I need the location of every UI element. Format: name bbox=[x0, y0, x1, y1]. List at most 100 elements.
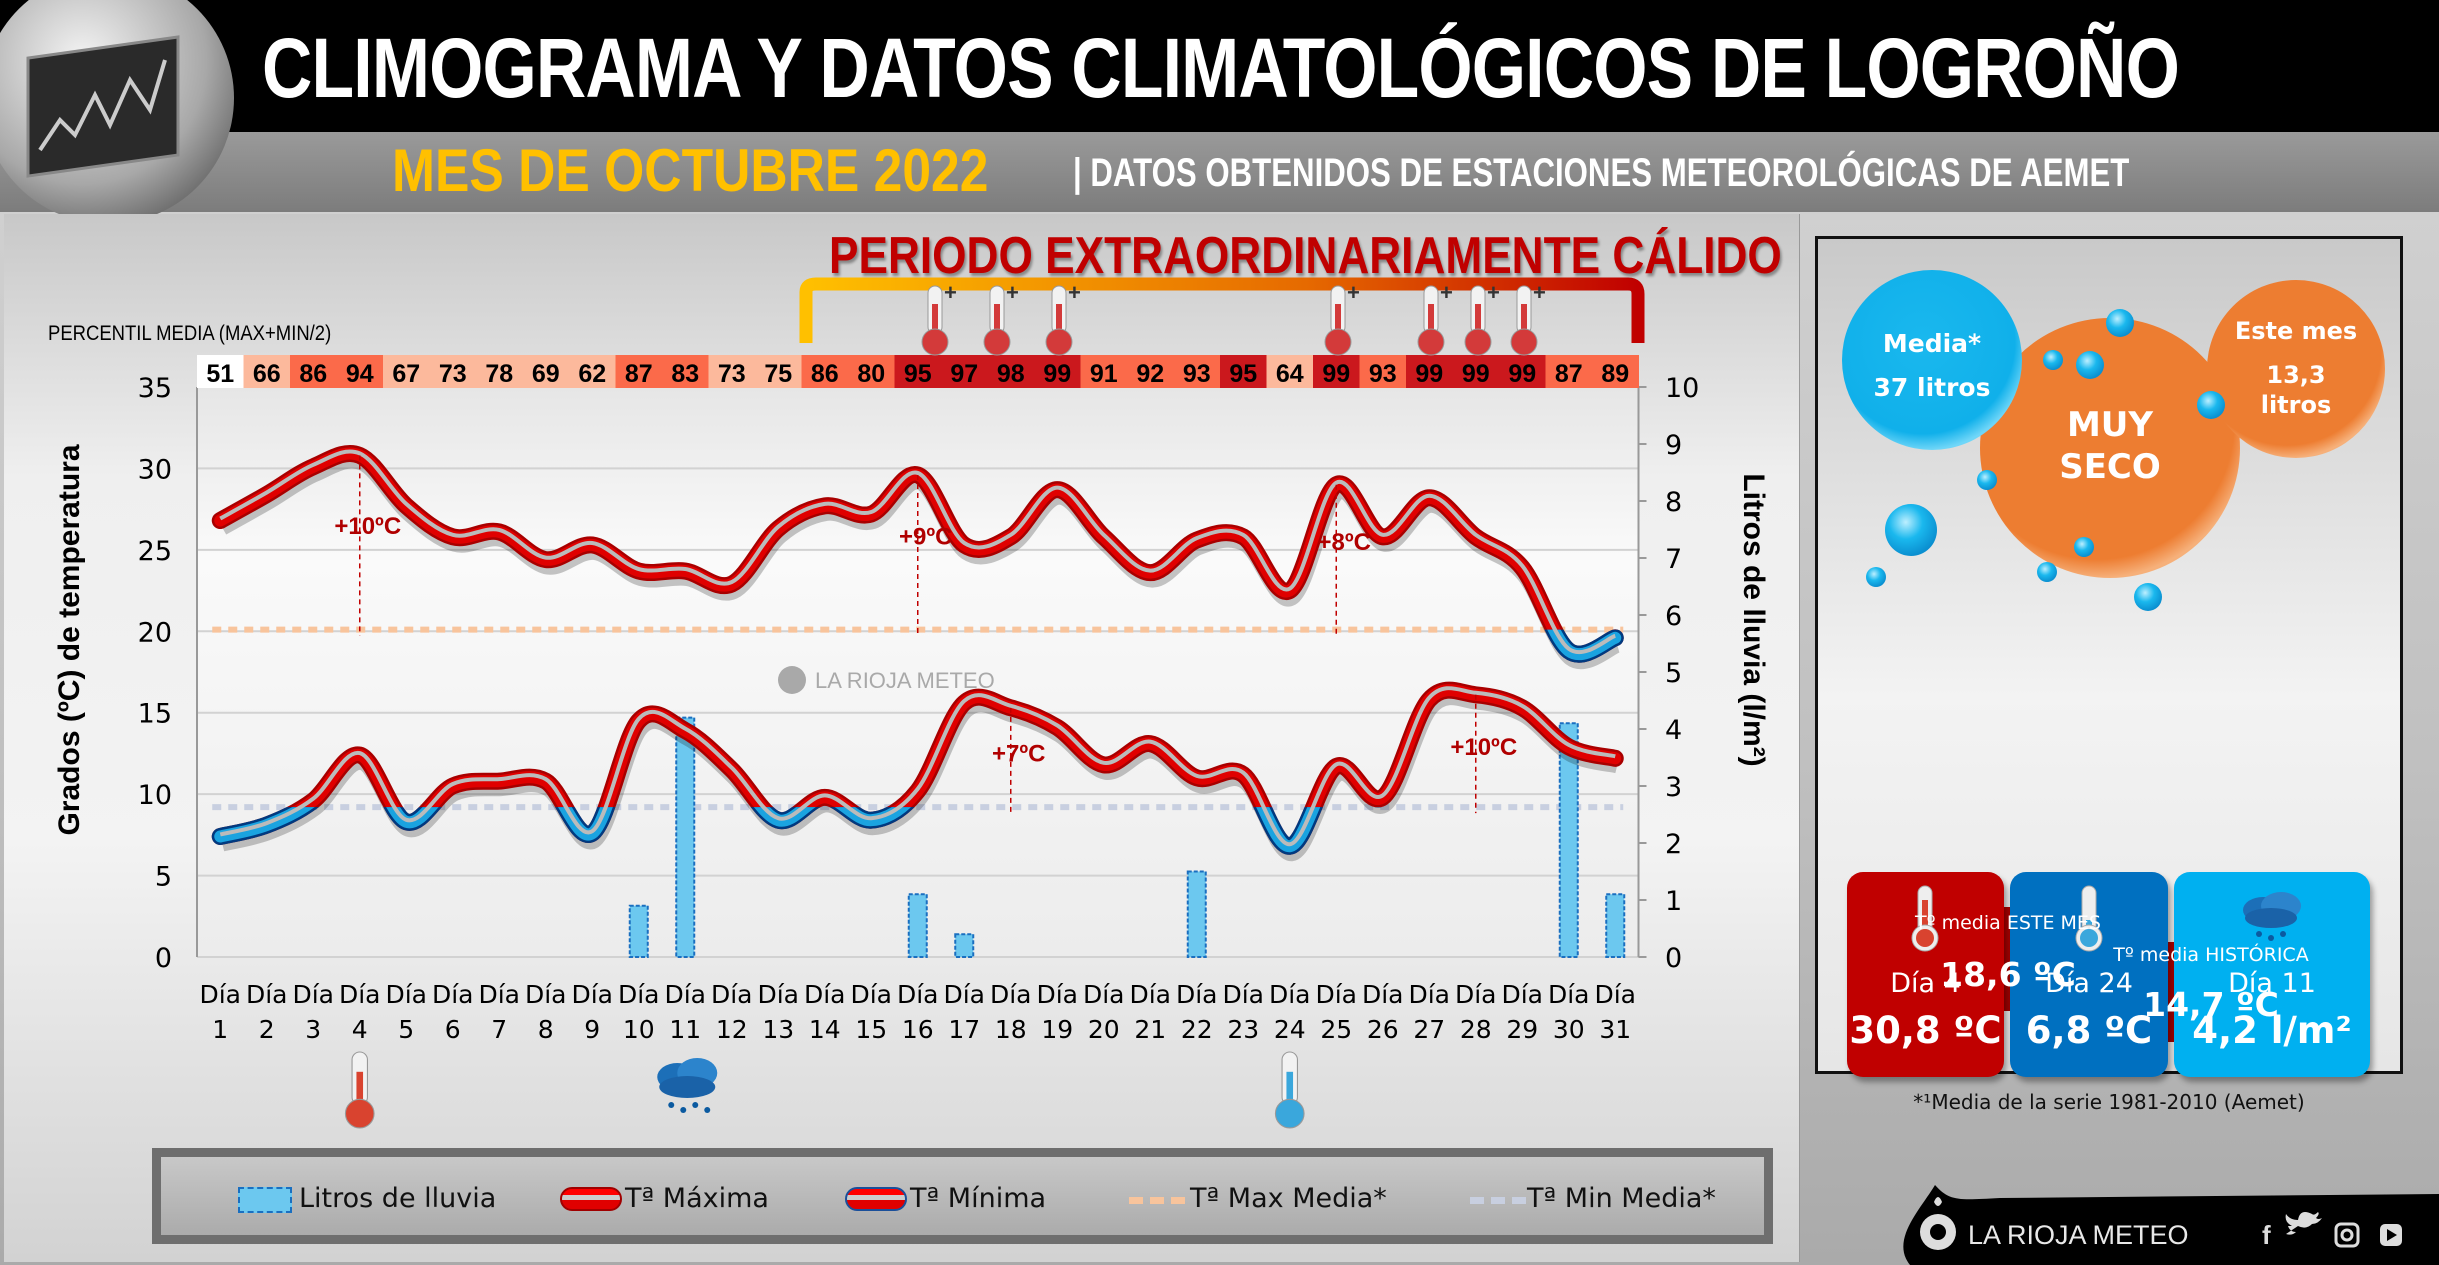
x-tick-prefix: Día bbox=[990, 980, 1032, 1009]
summary-panel: Media* 37 litros MUY SECO Este mes 13,3 … bbox=[1815, 236, 2403, 1077]
x-tick-label: 9 bbox=[584, 1015, 600, 1044]
x-tick-label: 10 bbox=[623, 1015, 655, 1044]
percentile-cell bbox=[848, 355, 895, 388]
verdict-bubble bbox=[1980, 318, 2240, 578]
x-tick-label: 18 bbox=[995, 1015, 1027, 1044]
percentile-cell bbox=[1452, 355, 1500, 388]
percentile-value: 95 bbox=[904, 360, 932, 388]
y-right-tick-label: 8 bbox=[1665, 487, 1682, 518]
x-tick-prefix: Día bbox=[850, 980, 892, 1009]
x-tick-label: 19 bbox=[1041, 1015, 1073, 1044]
percentile-cell bbox=[1173, 355, 1221, 388]
instagram-icon[interactable] bbox=[2334, 1222, 2360, 1248]
percentile-value: 92 bbox=[1136, 360, 1164, 388]
x-tick-prefix: Día bbox=[1222, 980, 1264, 1009]
x-tick-label: 3 bbox=[305, 1015, 321, 1044]
chart-legend: Litros de lluvia Tª Máxima Tª Mínima Tª … bbox=[152, 1148, 1773, 1244]
percentile-value: 73 bbox=[439, 360, 467, 388]
x-tick-prefix: Día bbox=[478, 980, 520, 1009]
header-band bbox=[0, 0, 2439, 132]
x-tick-label: 4 bbox=[352, 1015, 368, 1044]
percentile-cell bbox=[615, 355, 663, 388]
percentile-value: 98 bbox=[997, 360, 1025, 388]
x-tick-prefix: Día bbox=[1083, 980, 1125, 1009]
y-axis-left-label: Grados (ºC) de temperatura bbox=[53, 444, 86, 836]
footer-brand: LA RIOJA METEO f bbox=[1903, 1185, 2439, 1265]
x-tick-prefix: Día bbox=[292, 980, 334, 1009]
percentile-label: PERCENTIL MEDIA (MAX+MIN/2) bbox=[48, 322, 332, 345]
y-right-tick-label: 2 bbox=[1665, 829, 1682, 860]
x-tick-prefix: Día bbox=[1315, 980, 1357, 1009]
x-tick-label: 15 bbox=[855, 1015, 887, 1044]
avg-rain-value: 37 litros bbox=[1873, 373, 1991, 402]
percentile-value: 64 bbox=[1276, 360, 1304, 388]
hot-thermometer-icon bbox=[983, 285, 1011, 356]
legend-max: Tª Máxima bbox=[625, 1183, 769, 1214]
hot-thermometer-icon bbox=[1324, 285, 1352, 356]
footnote: *¹Media de la serie 1981-2010 (Aemet) bbox=[1913, 1090, 2305, 1114]
percentile-value: 99 bbox=[1508, 360, 1536, 388]
tile-max-temp: Día 4 30,8 ºC bbox=[1847, 872, 2004, 1077]
period-bracket bbox=[799, 277, 1645, 343]
cold-thermometer-icon bbox=[2075, 885, 2103, 952]
x-tick-label: 14 bbox=[809, 1015, 841, 1044]
rain-bar bbox=[1558, 722, 1579, 958]
plus-mark: + bbox=[1347, 280, 1360, 305]
la-rioja-meteo-logo-icon bbox=[1920, 1197, 1956, 1250]
x-tick-label: 31 bbox=[1599, 1015, 1631, 1044]
month-rain-value: 13,3 bbox=[2266, 361, 2326, 389]
percentile-cell bbox=[290, 355, 337, 388]
x-tick-label: 2 bbox=[259, 1015, 275, 1044]
youtube-icon[interactable] bbox=[2380, 1224, 2402, 1246]
min-temp-line bbox=[211, 681, 1624, 862]
x-tick-label: 7 bbox=[491, 1015, 507, 1044]
x-tick-label: 25 bbox=[1320, 1015, 1352, 1044]
percentile-cell bbox=[708, 355, 756, 388]
percentile-value: 89 bbox=[1601, 360, 1629, 388]
hot-thermometer-icon bbox=[344, 1051, 375, 1129]
tile-min-day: Día 24 bbox=[2045, 968, 2133, 999]
y-right-tick-label: 6 bbox=[1665, 601, 1682, 632]
percentile-cell bbox=[801, 355, 849, 388]
x-tick-prefix: Día bbox=[199, 980, 241, 1009]
x-tick-prefix: Día bbox=[711, 980, 753, 1009]
x-tick-label: 11 bbox=[669, 1015, 701, 1044]
percentile-value: 93 bbox=[1183, 360, 1211, 388]
percentile-cell bbox=[383, 355, 430, 388]
percentile-cell bbox=[662, 355, 709, 388]
annotation-label: +10ºC bbox=[334, 513, 401, 540]
annotation-label: +8ºC bbox=[1318, 529, 1371, 556]
verdict-line2: SECO bbox=[2059, 447, 2161, 487]
x-tick-prefix: Día bbox=[432, 980, 474, 1009]
percentile-cell bbox=[243, 355, 291, 388]
hot-thermometer-icon bbox=[921, 285, 949, 356]
facebook-icon[interactable]: f bbox=[2262, 1220, 2271, 1250]
percentile-cell bbox=[1127, 355, 1174, 388]
x-tick-label: 16 bbox=[902, 1015, 934, 1044]
climogram-chart: 05101520253035012345678910Día1Día2Día3Dí… bbox=[138, 277, 1699, 1129]
x-tick-label: 30 bbox=[1553, 1015, 1585, 1044]
x-tick-prefix: Día bbox=[339, 980, 381, 1009]
rain-bar bbox=[954, 933, 975, 959]
percentile-value: 93 bbox=[1369, 360, 1397, 388]
x-tick-label: 12 bbox=[716, 1015, 748, 1044]
tile-rain-value: 4,2 l/m² bbox=[2192, 1009, 2352, 1052]
y-right-tick-label: 3 bbox=[1665, 772, 1682, 803]
tile-max-rain: Día 11 4,2 l/m² bbox=[2174, 872, 2370, 1077]
y-tick-label: 0 bbox=[155, 943, 172, 974]
percentile-cell bbox=[522, 355, 570, 388]
legend-min: Tª Mínima bbox=[910, 1183, 1047, 1214]
period-label: PERIODO EXTRAORDINARIAMENTE CÁLIDO bbox=[829, 227, 1782, 285]
chart-logo-icon bbox=[0, 0, 234, 220]
percentile-value: 86 bbox=[299, 360, 327, 388]
x-tick-prefix: Día bbox=[1362, 980, 1404, 1009]
percentile-value: 78 bbox=[485, 360, 513, 388]
x-tick-label: 5 bbox=[398, 1015, 414, 1044]
twitter-icon[interactable] bbox=[2285, 1212, 2322, 1235]
x-tick-label: 6 bbox=[445, 1015, 461, 1044]
y-axis-right-label: Litros de lluvia (l/m²) bbox=[1737, 473, 1770, 767]
x-tick-label: 24 bbox=[1274, 1015, 1306, 1044]
tile-rain-day: Día 11 bbox=[2228, 968, 2316, 999]
percentile-cell bbox=[1359, 355, 1407, 388]
x-tick-prefix: Día bbox=[246, 980, 288, 1009]
